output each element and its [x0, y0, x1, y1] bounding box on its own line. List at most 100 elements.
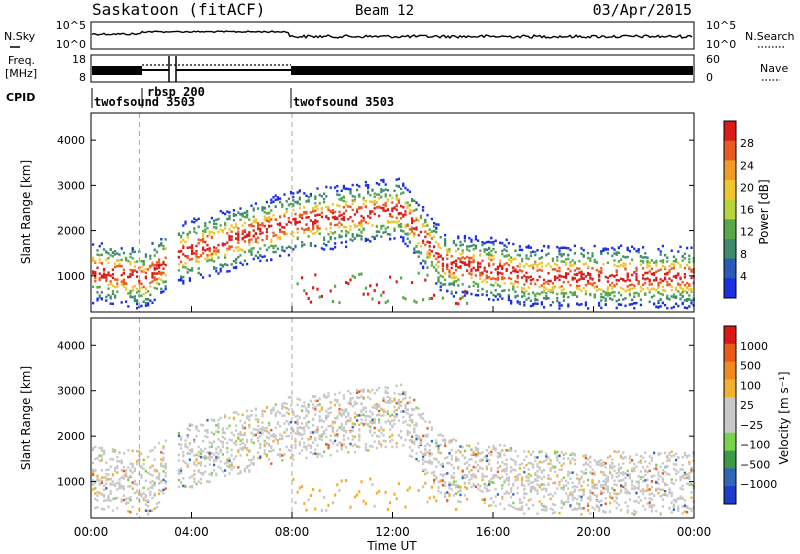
echo-cell	[468, 272, 471, 275]
echo-cell	[118, 478, 121, 481]
echo-cell	[411, 199, 414, 203]
echo-cell	[617, 503, 620, 507]
echo-cell	[340, 423, 343, 426]
echo-cell	[606, 276, 609, 280]
echo-cell	[252, 221, 255, 224]
echo-cell	[140, 495, 143, 498]
echo-cell	[239, 470, 242, 473]
echo-cell	[670, 492, 673, 495]
echo-cell	[158, 474, 161, 478]
echo-cell	[499, 262, 502, 266]
echo-cell	[162, 470, 165, 473]
echo-cell	[532, 450, 535, 454]
echo-cell	[483, 455, 486, 459]
echo-cell	[683, 306, 686, 309]
echo-cell	[272, 439, 275, 443]
echo-cell	[226, 427, 229, 430]
echo-cell	[470, 292, 473, 296]
echo-cell	[131, 269, 134, 272]
echo-cell	[358, 228, 361, 231]
echo-cell	[257, 429, 260, 432]
echo-cell	[556, 487, 559, 490]
echo-cell	[342, 218, 345, 222]
echo-cell	[668, 489, 671, 492]
echo-cell	[604, 482, 607, 485]
echo-cell	[314, 437, 317, 440]
echo-cell	[424, 220, 427, 223]
echo-cell	[136, 497, 139, 500]
echo-cell	[373, 504, 376, 508]
y-tick-label: 4000	[57, 134, 85, 147]
echo-cell	[153, 268, 156, 271]
echo-cell	[492, 500, 495, 504]
echo-cell	[628, 289, 631, 292]
echo-cell	[298, 486, 301, 490]
echo-cell	[424, 472, 427, 476]
echo-cell	[127, 497, 130, 500]
echo-cell	[151, 262, 154, 266]
echo-cell	[415, 216, 418, 220]
echo-cell	[323, 201, 326, 204]
echo-cell	[512, 482, 515, 486]
echo-cell	[241, 236, 244, 240]
echo-cell	[435, 223, 438, 226]
echo-cell	[230, 431, 233, 435]
echo-cell	[199, 464, 202, 467]
echo-cell	[556, 475, 559, 478]
echo-cell	[232, 209, 235, 212]
echo-cell	[611, 462, 614, 465]
echo-cell	[556, 259, 559, 262]
echo-cell	[510, 302, 513, 305]
echo-cell	[615, 279, 618, 282]
echo-cell	[587, 279, 590, 283]
echo-cell	[622, 287, 625, 291]
echo-cell	[545, 264, 548, 268]
echo-cell	[518, 254, 521, 257]
echo-cell	[650, 480, 653, 483]
power-colorbar-label: Power [dB]	[757, 179, 771, 244]
echo-cell	[681, 476, 684, 479]
echo-cell	[536, 476, 539, 479]
echo-cell	[182, 477, 185, 480]
echo-cell	[296, 403, 299, 407]
echo-cell	[219, 224, 222, 227]
echo-cell	[569, 269, 572, 273]
echo-cell	[241, 433, 244, 437]
echo-cell	[633, 485, 636, 488]
echo-cell	[644, 451, 647, 454]
echo-cell	[309, 192, 312, 196]
echo-cell	[142, 262, 145, 266]
echo-cell	[534, 294, 537, 298]
echo-cell	[474, 244, 477, 248]
echo-cell	[683, 510, 686, 513]
echo-cell	[221, 229, 224, 232]
echo-cell	[558, 266, 561, 270]
echo-cell	[578, 278, 581, 281]
echo-cell	[587, 484, 590, 487]
echo-cell	[371, 224, 374, 227]
echo-cell	[358, 193, 361, 196]
echo-cell	[415, 452, 418, 455]
echo-cell	[452, 295, 455, 298]
echo-cell	[285, 411, 288, 414]
echo-cell	[686, 510, 689, 514]
echo-cell	[98, 272, 101, 275]
echo-cell	[151, 272, 154, 275]
echo-cell	[349, 399, 352, 402]
echo-cell	[411, 418, 414, 422]
echo-cell	[180, 260, 183, 264]
echo-cell	[257, 418, 260, 422]
echo-cell	[664, 470, 667, 474]
echo-cell	[595, 289, 598, 292]
echo-cell	[523, 292, 526, 295]
echo-cell	[360, 214, 363, 218]
echo-cell	[573, 263, 576, 266]
echo-cell	[230, 439, 233, 442]
echo-cell	[239, 471, 242, 474]
echo-cell	[239, 442, 242, 446]
echo-cell	[435, 257, 438, 261]
echo-cell	[237, 233, 240, 236]
echo-cell	[448, 248, 451, 251]
echo-cell	[109, 295, 112, 298]
echo-cell	[556, 474, 559, 477]
